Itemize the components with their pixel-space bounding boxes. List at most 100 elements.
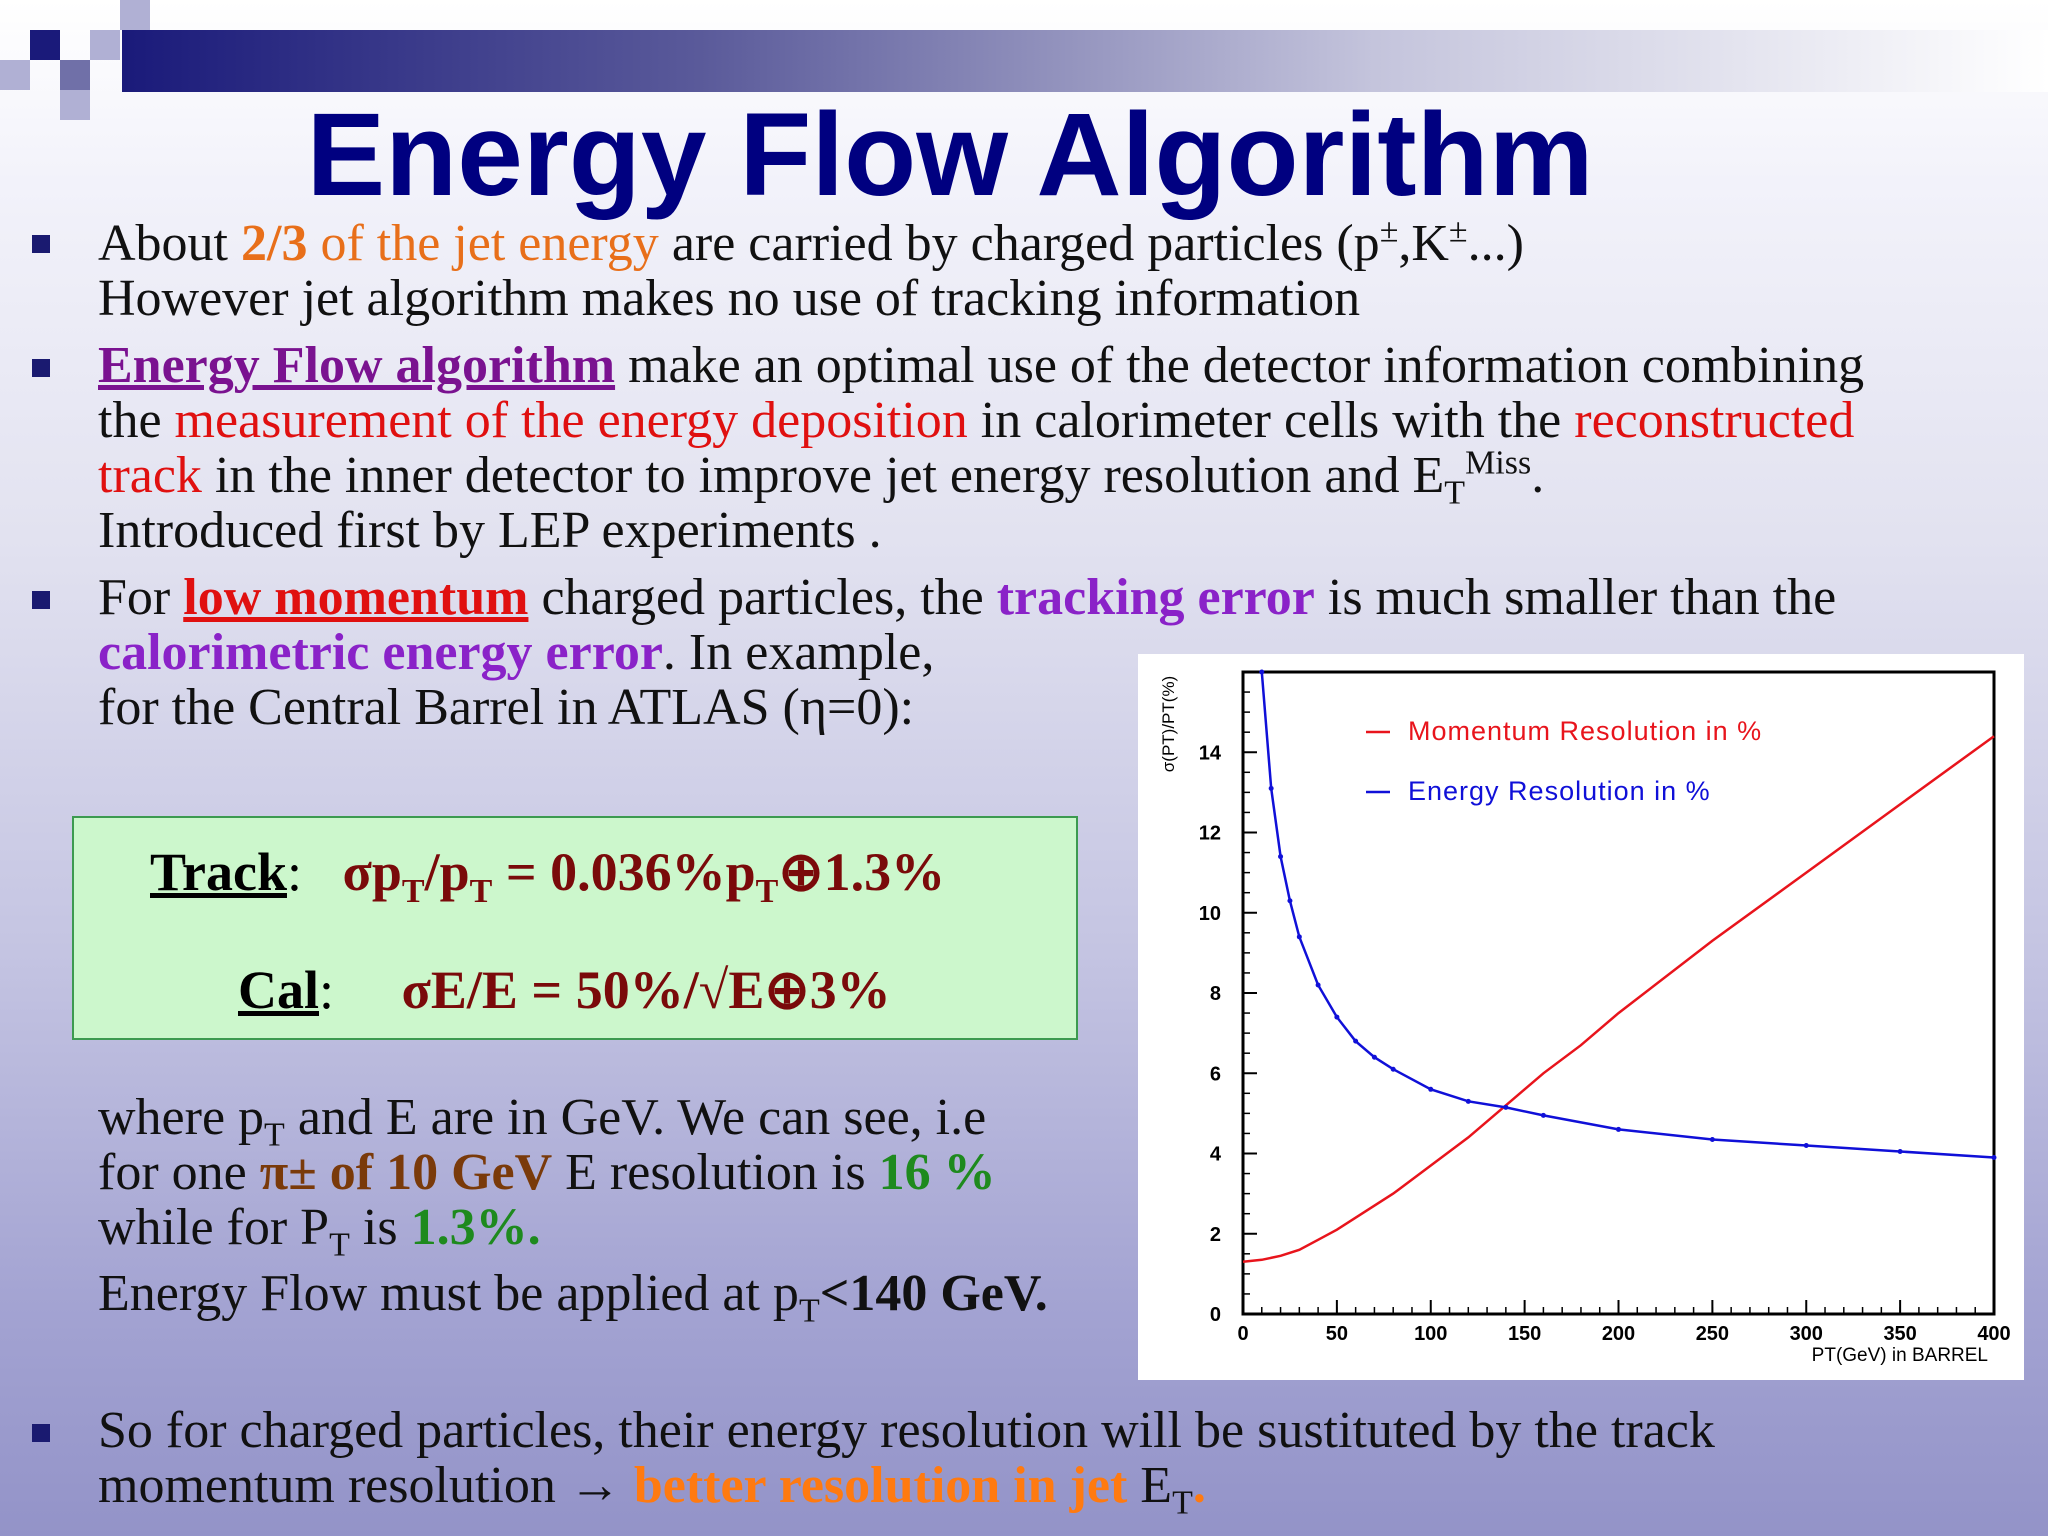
text-span: charged particles, the [528,569,997,626]
header-square-light [0,60,30,90]
series-point [1616,1126,1621,1132]
text-span: Energy Flow must be applied at p [98,1265,799,1322]
header-square-light [120,0,150,30]
text-span: E [1127,1457,1173,1514]
highlight-calorimetric-error: calorimetric energy error [98,624,663,681]
explanation-line2: for one π± of 10 GeV E resolution is 16 … [98,1145,996,1200]
text-span: the [98,392,175,449]
y-tick-label: 6 [1210,1063,1221,1085]
bullet3-line1: For low momentum charged particles, the … [98,570,1836,625]
subscript-t: T [329,1226,350,1264]
series-point [1540,1112,1546,1118]
y-tick-label: 4 [1210,1144,1222,1166]
subscript-t: T [469,872,493,910]
x-tick-label: 250 [1696,1323,1729,1345]
highlight-measurement: measurement of the energy deposition [174,392,968,449]
formula-text: σE/E = 50%/√E⊕3% [401,960,891,1020]
formula-text: /p [424,842,470,902]
header-square-light [60,90,90,120]
bullet1-line1: About 2/3 of the jet energy are carried … [98,212,1524,272]
highlight-two-thirds: 2/3 of the jet energy [241,215,659,272]
subscript-t: T [755,872,779,910]
series-point [1390,1066,1396,1072]
series-point [1428,1086,1434,1092]
bullet3-line2: calorimetric energy error. In example, [98,625,934,680]
x-tick-label: 200 [1602,1323,1635,1345]
bullet3-line3: for the Central Barrel in ATLAS (η=0): [98,679,915,736]
colon: : [319,960,335,1020]
text-span: where p [98,1089,265,1146]
series-point [1278,854,1284,860]
series-point [1315,982,1321,988]
highlight-better-resolution: better resolution in jet [620,1457,1128,1514]
legend-label-1: Momentum Resolution in % [1408,716,1762,746]
bullet-marker [32,235,50,253]
energy-flow-link-text: Energy Flow algorithm [98,337,616,394]
bullet2-line3: track in the inner detector to improve j… [98,444,1544,510]
colon: : [286,842,302,902]
highlight-16-percent: 16 % [878,1144,996,1201]
explanation-line1: where pT and E are in GeV. We can see, i… [98,1089,986,1152]
series-point [1897,1148,1903,1154]
series-point [1353,1038,1359,1044]
series-point [1503,1104,1509,1110]
bullet-marker [32,1424,50,1442]
series-point [1296,934,1302,940]
arrow-icon: → [568,1457,621,1514]
text-span: . In example, [662,624,935,681]
bullet2-line2: the measurement of the energy deposition… [98,393,1854,448]
text-span: in calorimeter cells with the [967,392,1575,449]
series-point [1465,1098,1471,1104]
explanation-line4: Energy Flow must be applied at pT<140 Ge… [98,1265,1048,1328]
text-span: make an optimal use of the detector info… [615,337,1865,394]
series-point [1268,785,1274,791]
track-label: Track [150,842,287,902]
formula-text: σp [342,842,402,902]
y-tick-label: 0 [1210,1304,1221,1326]
text-span: are carried by charged particles (p [658,215,1380,272]
text-span: while for P [98,1199,330,1256]
text-span: in the inner detector to improve jet ene… [201,447,1445,504]
period: . [1192,1457,1206,1514]
y-axis-label: σ(PT)/PT(%) [1159,676,1178,772]
series-point [1259,669,1265,675]
highlight-low-momentum: low momentum [183,569,529,626]
x-tick-label: 350 [1883,1323,1916,1345]
x-tick-label: 0 [1237,1323,1248,1345]
text-span: for one [98,1144,260,1201]
bullet2-line4: Introduced first by LEP experiments . [98,502,882,559]
highlight-track: track [98,447,202,504]
subscript-t: T [1172,1484,1193,1522]
header-square-mid [60,60,90,90]
subscript-t: T [401,872,425,910]
series-point [1709,1136,1715,1142]
subscript-t: T [1444,474,1466,512]
resolution-chart-panel: σ(PT)/PT(%) PT(GeV) in BARREL 0 50 100 150 2… [1138,654,2024,1380]
series-point [1334,1014,1340,1020]
header-square-light [90,30,120,60]
subscript-t: T [798,1292,820,1330]
bullet1-line2: However jet algorithm makes no use of tr… [98,270,1361,327]
y-tick-label: 14 [1199,742,1222,764]
superscript-miss: Miss [1465,444,1532,482]
series-point [1803,1142,1809,1148]
series-point [1287,898,1293,904]
header-square-dark [30,30,60,60]
bullet2-line1: Energy Flow algorithm make an optimal us… [98,338,1864,393]
bold-threshold: <140 GeV. [819,1265,1048,1322]
text-span: is much smaller than the [1314,569,1837,626]
x-tick-label: 150 [1508,1323,1541,1345]
text-span: For [98,569,184,626]
x-axis-label: PT(GeV) in BARREL [1812,1345,1988,1366]
subscript-t: T [264,1116,285,1154]
slide-title: Energy Flow Algorithm [306,89,1594,221]
formula-text: ⊕1.3% [778,842,946,902]
header-gradient-bar [122,30,2048,92]
plus-minus-sup: ± [1379,212,1399,250]
highlight-reconstructed: reconstructed [1574,392,1855,449]
series-point [1991,1155,1997,1161]
y-tick-label: 10 [1199,903,1221,925]
highlight-1-3-percent: 1.3%. [410,1199,541,1256]
bullet-marker [32,359,50,377]
explanation-line3: while for PT is 1.3%. [98,1199,541,1262]
